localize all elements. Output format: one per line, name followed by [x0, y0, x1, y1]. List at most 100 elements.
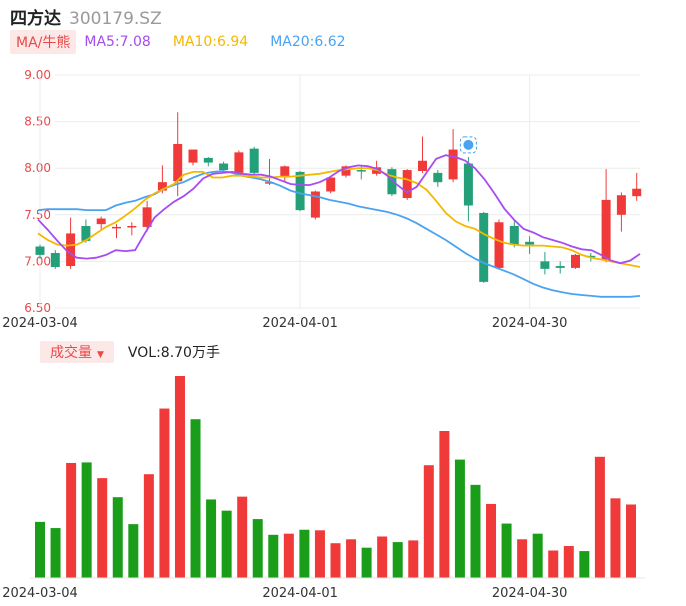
stock-code: 300179.SZ	[69, 9, 162, 29]
candle-body	[96, 218, 106, 225]
candle	[632, 172, 642, 201]
candle	[35, 244, 45, 259]
volume-bar	[314, 530, 325, 578]
stock-header: 四方达 300179.SZ	[10, 4, 162, 29]
candle	[203, 157, 213, 167]
candle	[433, 170, 443, 187]
volume-type-selector[interactable]: 成交量 ▼	[40, 341, 114, 363]
candle	[219, 161, 229, 172]
candle	[295, 170, 305, 212]
candle	[326, 175, 336, 194]
candle-body	[280, 166, 290, 178]
candle-body	[463, 163, 473, 206]
candle-body	[402, 170, 412, 199]
candle	[571, 253, 580, 269]
y-tick-label: 7.50	[24, 208, 51, 222]
candle	[280, 165, 290, 182]
ma20-line	[37, 170, 641, 298]
candle	[112, 224, 121, 239]
volume-bar	[237, 496, 248, 578]
volume-bar	[626, 504, 636, 578]
volume-bar	[81, 462, 92, 578]
x-tick-label: 2024-04-01	[262, 316, 338, 331]
candle-body	[509, 225, 519, 245]
volume-type-label: 成交量	[50, 345, 92, 361]
y-tick-label: 6.50	[24, 301, 51, 315]
volume-bar	[50, 528, 61, 578]
candle-body	[387, 169, 397, 195]
candle	[249, 146, 259, 175]
candle-body	[632, 188, 642, 197]
ma-legend: MA/牛熊 MA5:7.08 MA10:6.94 MA20:6.62	[10, 30, 368, 54]
volume-bar	[517, 539, 528, 578]
ma20-label: MA20:6.62	[270, 34, 346, 50]
volume-bar	[330, 543, 341, 578]
candle	[509, 219, 519, 248]
info-marker-dot	[463, 139, 474, 150]
candle-body	[157, 182, 167, 191]
x-tick-label: 2024-04-30	[492, 316, 568, 331]
candle	[142, 200, 152, 232]
candle-body	[310, 191, 320, 218]
volume-bar	[128, 524, 139, 578]
volume-legend: 成交量 ▼ VOL:8.70万手	[40, 341, 220, 363]
candle	[265, 158, 274, 185]
candle	[96, 216, 106, 231]
candle	[479, 212, 489, 283]
candle-body	[249, 148, 259, 173]
candle-body	[555, 266, 565, 268]
volume-value-label: VOL:8.70万手	[127, 345, 220, 361]
volume-bar	[206, 499, 217, 578]
volume-bar	[190, 419, 201, 578]
volume-bar	[439, 430, 450, 578]
candle	[402, 169, 412, 200]
volume-bar	[361, 547, 372, 578]
candle	[448, 129, 458, 183]
stock-name: 四方达	[10, 9, 61, 29]
candle	[188, 149, 198, 166]
volume-bar	[221, 510, 232, 578]
candle	[494, 219, 504, 269]
volume-bar	[143, 474, 154, 578]
candle-body	[234, 152, 244, 173]
candle	[234, 150, 244, 175]
candle	[555, 261, 565, 274]
candle-body	[356, 170, 366, 172]
candle-body	[341, 166, 351, 176]
ma10-label: MA10:6.94	[172, 34, 249, 50]
candle-body	[418, 160, 427, 171]
candle	[540, 252, 550, 275]
ma-type-selector[interactable]: MA/牛熊	[10, 30, 77, 54]
candle-body	[127, 225, 137, 228]
ma5-label: MA5:7.08	[84, 34, 151, 50]
y-tick-label: 8.50	[24, 115, 51, 129]
volume-bar	[299, 529, 310, 578]
volume-x-tick-label: 2024-03-04	[2, 586, 78, 601]
candle-body	[173, 143, 183, 182]
volume-bar	[594, 456, 605, 578]
candle-body	[571, 254, 580, 268]
candle-body	[81, 225, 91, 241]
candle-body	[616, 195, 626, 215]
volume-bar	[159, 408, 170, 578]
volume-bar	[579, 551, 590, 578]
volume-bar	[610, 498, 621, 578]
candle-body	[142, 207, 152, 227]
volume-bar	[35, 521, 45, 578]
candle	[601, 169, 611, 263]
candle	[50, 250, 60, 269]
candle-body	[479, 212, 489, 282]
volume-bar	[548, 550, 559, 578]
candle-body	[35, 246, 45, 255]
volume-bar	[112, 497, 123, 578]
volume-bar	[408, 540, 419, 578]
y-tick-label: 9.00	[24, 68, 51, 82]
volume-x-tick-label: 2024-04-01	[262, 586, 338, 601]
volume-bar	[268, 534, 279, 578]
candle-body	[265, 182, 274, 184]
volume-bar	[532, 533, 543, 578]
volume-bar	[66, 462, 77, 578]
candle-body	[448, 149, 458, 180]
y-tick-label: 8.00	[24, 161, 51, 175]
